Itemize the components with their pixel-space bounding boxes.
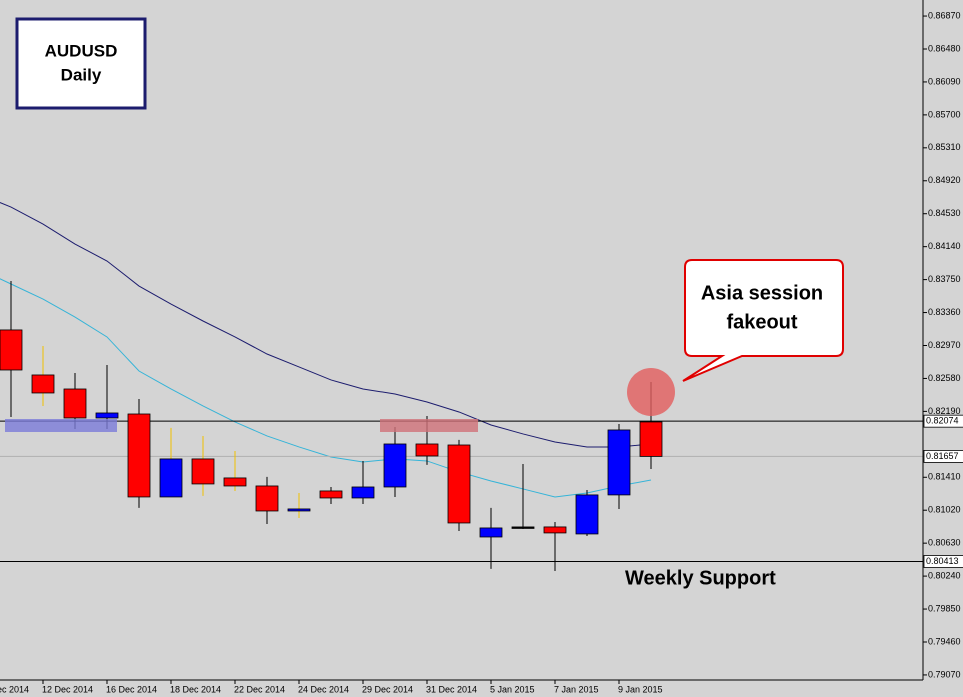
y-tick-label: 0.82190 xyxy=(928,406,961,416)
candle-body xyxy=(159,458,183,498)
candle-body xyxy=(575,494,599,535)
fakeout-highlight xyxy=(627,368,675,416)
y-tick-label: 0.84920 xyxy=(928,175,961,185)
y-tick-label: 0.86870 xyxy=(928,10,961,20)
x-tick-label: 16 Dec 2014 xyxy=(106,684,157,694)
candle-body xyxy=(447,444,471,524)
candle-body xyxy=(479,527,503,538)
y-tick-label: 0.81410 xyxy=(928,472,961,482)
title-symbol: AUDUSD xyxy=(45,41,118,60)
callout-box xyxy=(682,259,844,382)
x-tick-label: 10 Dec 2014 xyxy=(0,684,29,694)
y-tick-label: 0.79850 xyxy=(928,603,961,613)
candle-body xyxy=(287,508,311,512)
callout-line: Asia session xyxy=(701,282,823,304)
y-tick-label: 0.85310 xyxy=(928,142,961,152)
y-tick-label: 0.86090 xyxy=(928,76,961,86)
candle-body xyxy=(543,526,567,534)
y-tick-label: 0.81020 xyxy=(928,505,961,515)
plot-area xyxy=(0,202,923,571)
support-label: Weekly Support xyxy=(625,567,776,589)
support-zone xyxy=(5,419,117,432)
y-tick-label: 0.79070 xyxy=(928,669,961,679)
x-tick-label: 9 Jan 2015 xyxy=(618,684,663,694)
y-tick-label: 0.80240 xyxy=(928,570,961,580)
candle-body xyxy=(191,458,215,485)
candle-body xyxy=(351,486,375,499)
candle-body xyxy=(95,412,119,419)
title-box xyxy=(15,17,147,110)
y-tick-label: 0.84530 xyxy=(928,208,961,218)
candle-body xyxy=(31,374,55,394)
x-tick-label: 18 Dec 2014 xyxy=(170,684,221,694)
y-tick-label: 0.86480 xyxy=(928,43,961,53)
x-tick-label: 22 Dec 2014 xyxy=(234,684,285,694)
title-timeframe: Daily xyxy=(61,65,102,84)
candle-body xyxy=(223,477,247,487)
x-tick-label: 29 Dec 2014 xyxy=(362,684,413,694)
price-marker-label: 0.82074 xyxy=(926,416,959,426)
candle-body xyxy=(383,443,407,488)
candle-body xyxy=(511,526,535,529)
y-tick-label: 0.82580 xyxy=(928,373,961,383)
price-marker xyxy=(923,414,963,428)
candle-body xyxy=(639,421,663,457)
y-tick-label: 0.85700 xyxy=(928,109,961,119)
price-marker-label: 0.81657 xyxy=(926,451,959,461)
y-tick-label: 0.79460 xyxy=(928,636,961,646)
y-tick-label: 0.83750 xyxy=(928,274,961,284)
y-tick-label: 0.83360 xyxy=(928,307,961,317)
x-tick-label: 24 Dec 2014 xyxy=(298,684,349,694)
candle-body xyxy=(607,429,631,496)
x-tick-label: 7 Jan 2015 xyxy=(554,684,599,694)
x-tick-label: 31 Dec 2014 xyxy=(426,684,477,694)
moving-average xyxy=(0,202,652,448)
x-tick-label: 5 Jan 2015 xyxy=(490,684,535,694)
price-marker xyxy=(923,555,963,568)
candle-body xyxy=(127,413,151,498)
y-tick-label: 0.84140 xyxy=(928,241,961,251)
candle-body xyxy=(255,485,279,512)
x-tick-label: 12 Dec 2014 xyxy=(42,684,93,694)
candle-body xyxy=(0,329,23,371)
callout-line: fakeout xyxy=(726,311,797,333)
candle-body xyxy=(319,490,343,499)
candle-body xyxy=(63,388,87,419)
price-marker-label: 0.80413 xyxy=(926,556,959,566)
candle-body xyxy=(415,443,439,457)
price-marker xyxy=(923,450,963,463)
moving-average xyxy=(0,278,652,498)
y-tick-label: 0.82970 xyxy=(928,340,961,350)
y-tick-label: 0.80630 xyxy=(928,538,961,548)
resistance-zone xyxy=(380,419,478,432)
